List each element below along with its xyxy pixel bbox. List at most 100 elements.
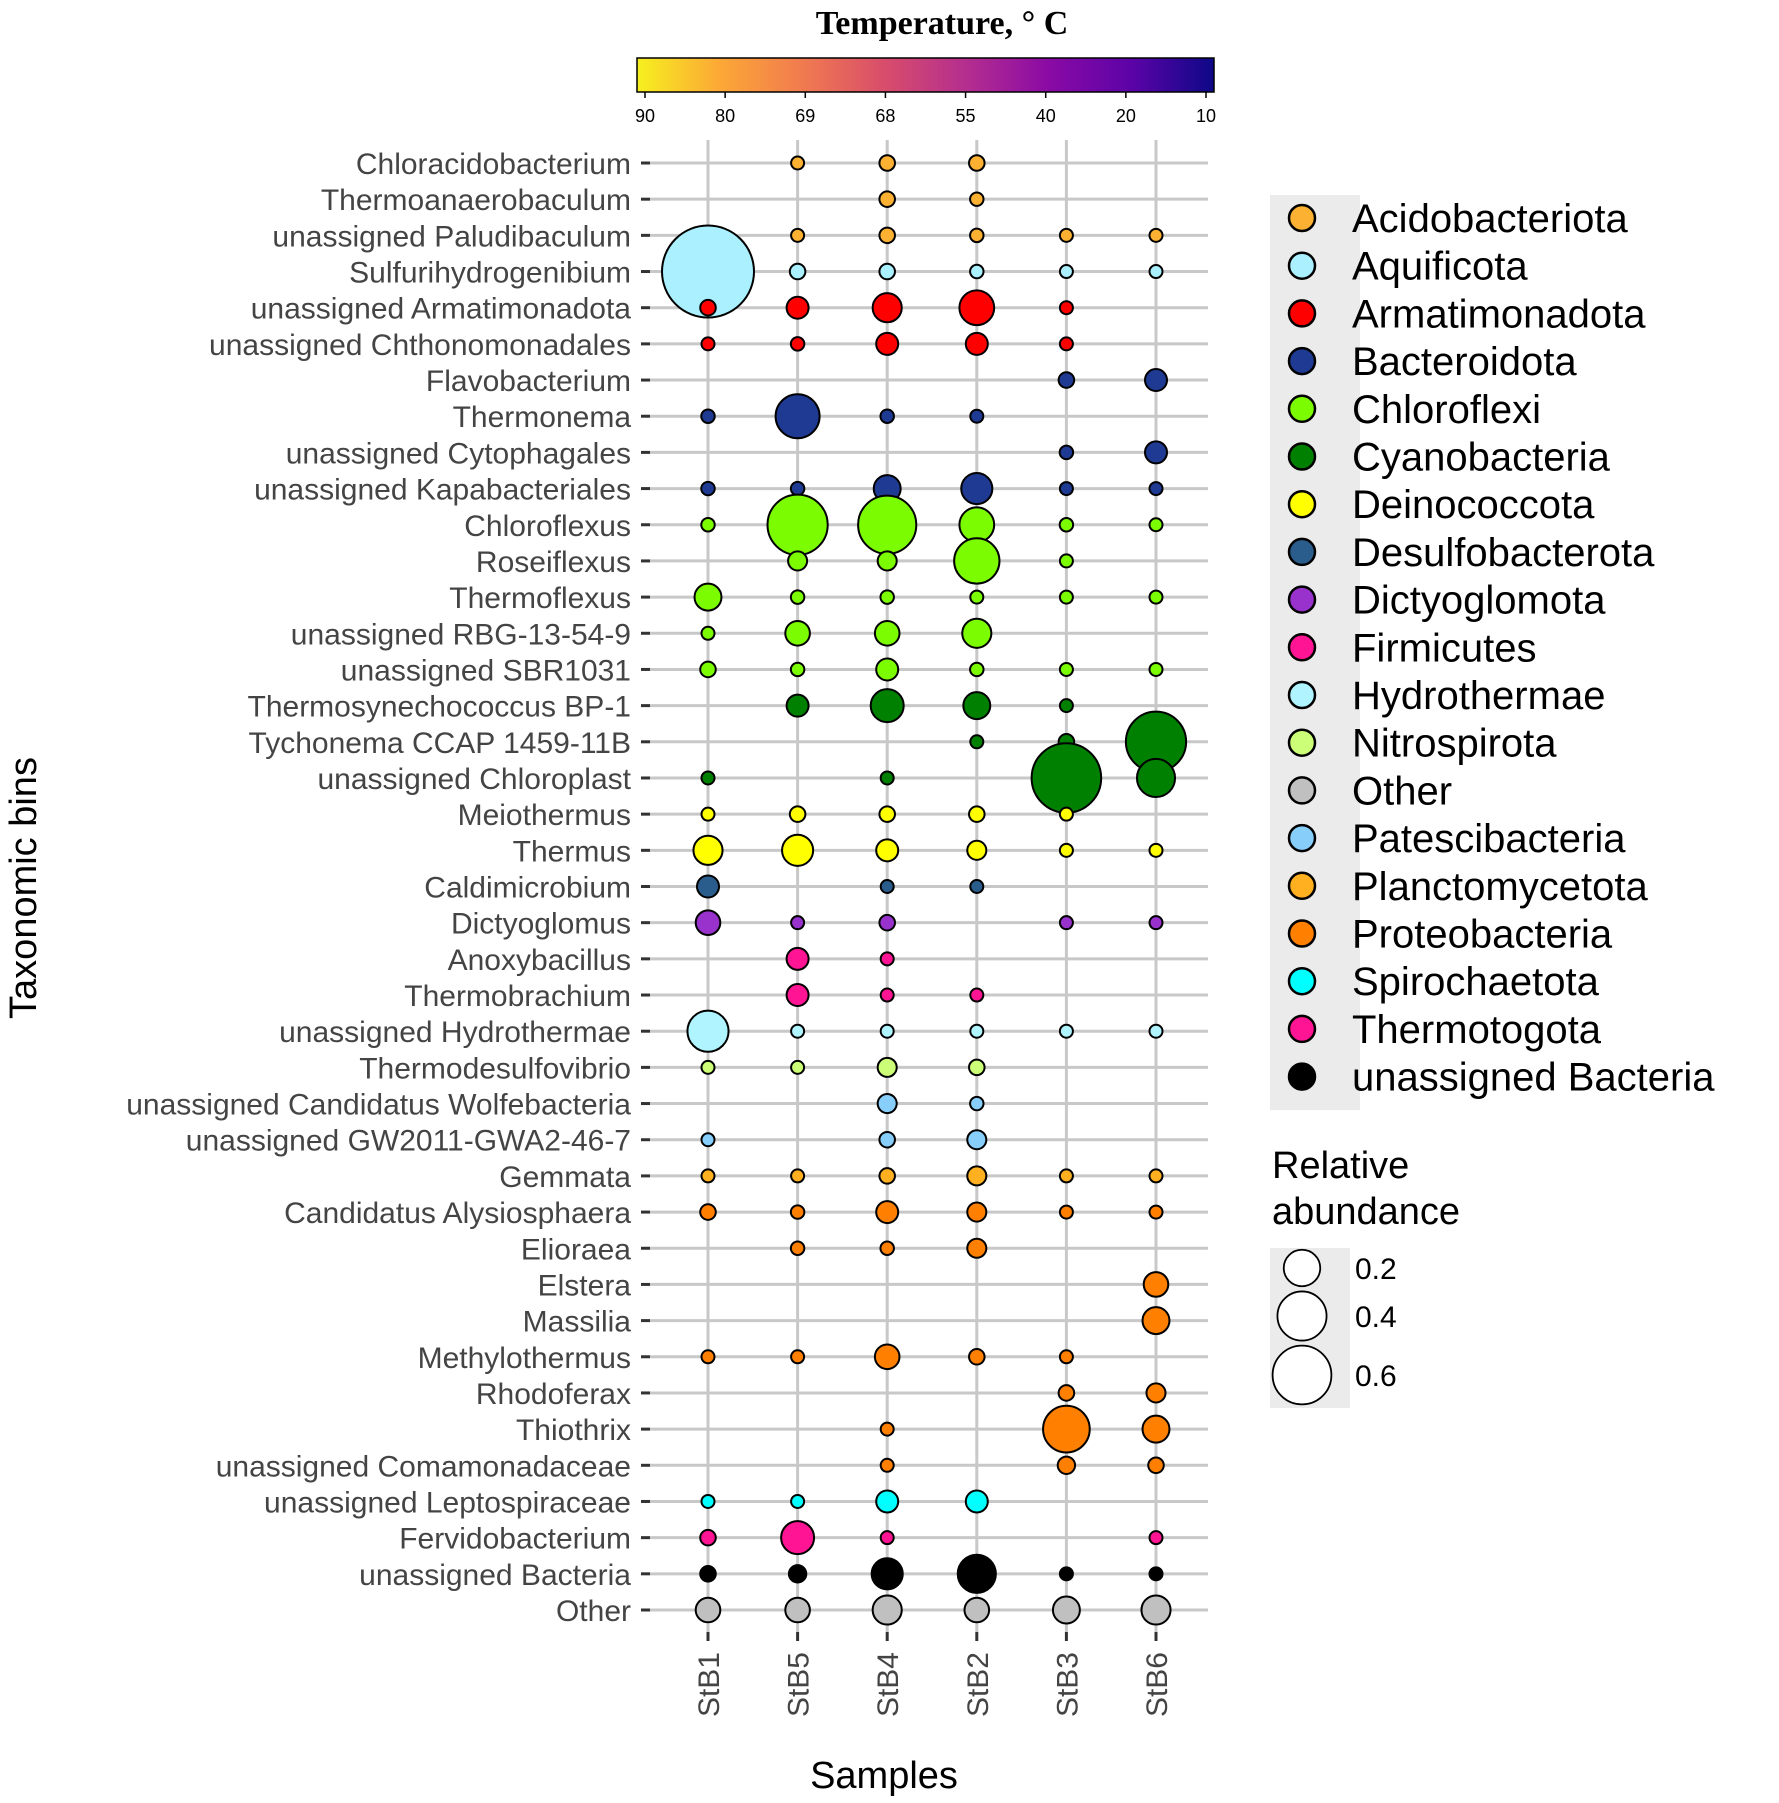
bubble-point [1058,589,1074,605]
y-tick-label: Roseiflexus [476,546,631,579]
bubble-point [969,589,985,605]
y-tick-label: unassigned Chloroplast [317,763,631,796]
bubble-point [1058,1566,1074,1582]
legend-label: Acidobacteriota [1352,197,1628,241]
bubble-point [700,1059,716,1075]
bubble-point [790,155,806,171]
legend-key [1287,871,1317,901]
legend-label: Spirochaetota [1352,960,1600,1004]
bubble-point [790,1023,806,1039]
x-tick-label: StB6 [1141,1652,1174,1717]
bubble-point [958,289,996,327]
y-axis-ticks: ChloracidobacteriumThermoanaerobaculumun… [126,148,650,1628]
bubble-point [1148,227,1164,243]
colorbar-tick-label: 90 [635,106,655,126]
bubble-point [1051,1595,1081,1625]
legend-label: Cyanobacteria [1352,436,1611,480]
bubble-point [1058,481,1074,497]
legend-key [1287,585,1317,614]
bubble-point [966,1129,988,1151]
y-tick-label: unassigned Paludibaculum [272,220,631,253]
bubble-point [873,1343,901,1371]
bubble-point [700,480,716,497]
y-tick-label: Thermoanaerobaculum [321,184,631,217]
y-tick-label: Elioraea [521,1233,631,1266]
bubble-point [961,617,993,649]
x-tick-label: StB3 [1051,1652,1084,1717]
colorbar-gradient [636,57,1215,93]
y-tick-label: Chloroflexus [464,510,631,543]
bubble-point [1148,1204,1164,1220]
bubble-point [969,408,985,424]
bubble-point [784,619,811,647]
legend-label: Armatimonadota [1352,292,1646,336]
bubble-point [700,336,716,352]
legend-key [1287,728,1317,757]
bubble-point [1058,842,1074,858]
bubble-point [969,987,985,1003]
bubble-point [953,537,1001,585]
y-tick-label: unassigned Cytophagales [286,437,631,470]
y-tick-label: Anoxybacillus [448,944,631,977]
x-tick-label: StB2 [962,1652,995,1717]
bubble-point [964,331,989,356]
bubble-point [875,331,900,356]
bubble-point [1141,1306,1171,1336]
legend-key [1287,633,1317,662]
bubble-point [879,1023,895,1039]
y-tick-label: unassigned Leptospiraceae [264,1486,631,1519]
colorbar-tick-label: 40 [1036,106,1056,126]
size-key [1282,1248,1322,1288]
legend-key [1287,346,1317,376]
legend-key [1287,203,1317,233]
colorbar-tick-label: 10 [1196,106,1216,126]
legend-label: Bacteroidota [1352,340,1577,384]
bubble-point [1147,1456,1165,1475]
bubble-point [700,1349,716,1365]
bubble-point [870,1557,904,1591]
y-tick-label: Elstera [538,1269,632,1302]
y-tick-label: Massilia [523,1306,632,1339]
bubble-point [790,1059,806,1075]
legend-label: Patescibacteria [1352,817,1626,861]
y-tick-label: unassigned Candidatus Wolfebacteria [126,1089,631,1122]
bubble-point [968,1347,986,1366]
bubble-point [781,833,815,867]
bubble-point [1144,440,1168,465]
y-tick-label: Thermosynechococcus BP-1 [248,691,632,724]
bubble-point [964,1489,989,1514]
bubble-point [968,154,986,172]
legend-label: Aquificota [1352,245,1528,289]
bubble-point [969,1023,985,1039]
y-tick-label: Thermodesulfovibrio [359,1052,631,1085]
bubble-point [878,190,896,208]
bubble-point [1148,517,1164,533]
bubble-point [1135,757,1177,799]
bubble-point [780,1520,816,1556]
y-tick-label: unassigned GW2011-GWA2-46-7 [186,1125,631,1158]
bubble-point [700,770,716,786]
bubble-point [784,1596,811,1624]
bubble-point [1148,1023,1164,1039]
bubble-point [963,1596,991,1624]
legend-key [1287,823,1317,853]
x-axis-ticks: StB1 StB5 StB4 StB2 StB3 StB6 [693,1632,1174,1717]
size-key [1271,1344,1333,1406]
phylum-legend: AcidobacteriotaAquificotaArmatimonadotaB… [1287,197,1715,1100]
bubble-point [1058,1168,1074,1184]
bubbles [661,154,1188,1626]
bubble-point [785,295,810,320]
bubble-point [789,336,806,352]
bubble-point [871,292,903,324]
bubble-point [1057,371,1076,389]
y-tick-label: Thermobrachium [404,980,631,1013]
colorbar-ticks: 90 80 69 68 55 40 20 10 [635,92,1216,126]
colorbar-tick-label: 55 [956,106,976,126]
y-tick-label: unassigned Chthonomonadales [209,329,631,362]
y-tick-label: Gemmata [499,1161,631,1194]
size-label: 0.6 [1355,1360,1397,1393]
y-tick-label: Chloracidobacterium [356,148,631,181]
bubble-point [969,661,985,678]
size-legend-keys: 0.2 0.4 0.6 [1271,1248,1397,1406]
